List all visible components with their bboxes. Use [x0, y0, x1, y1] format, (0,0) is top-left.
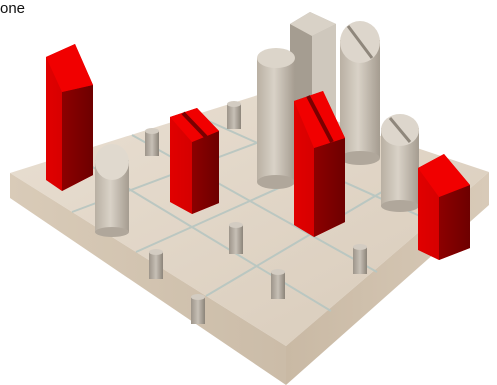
slotted-short-cylinder: [381, 114, 419, 212]
short-stone-cylinder: [95, 144, 129, 237]
tall-red-block: [46, 44, 93, 191]
peg-1: [145, 128, 159, 156]
caption-text: one: [0, 0, 26, 17]
peg-4: [149, 249, 163, 279]
peg-6: [271, 269, 285, 299]
peg-3: [229, 222, 243, 254]
tall-stone-cylinder: [257, 48, 295, 189]
short-red-block: [418, 154, 470, 260]
slotted-tall-cylinder: [340, 21, 380, 165]
slotted-tall-red-block: [294, 91, 345, 237]
peg-5: [353, 244, 367, 274]
peg-7: [191, 294, 205, 324]
peg-2: [227, 101, 241, 129]
slotted-short-red-block: [170, 108, 219, 214]
